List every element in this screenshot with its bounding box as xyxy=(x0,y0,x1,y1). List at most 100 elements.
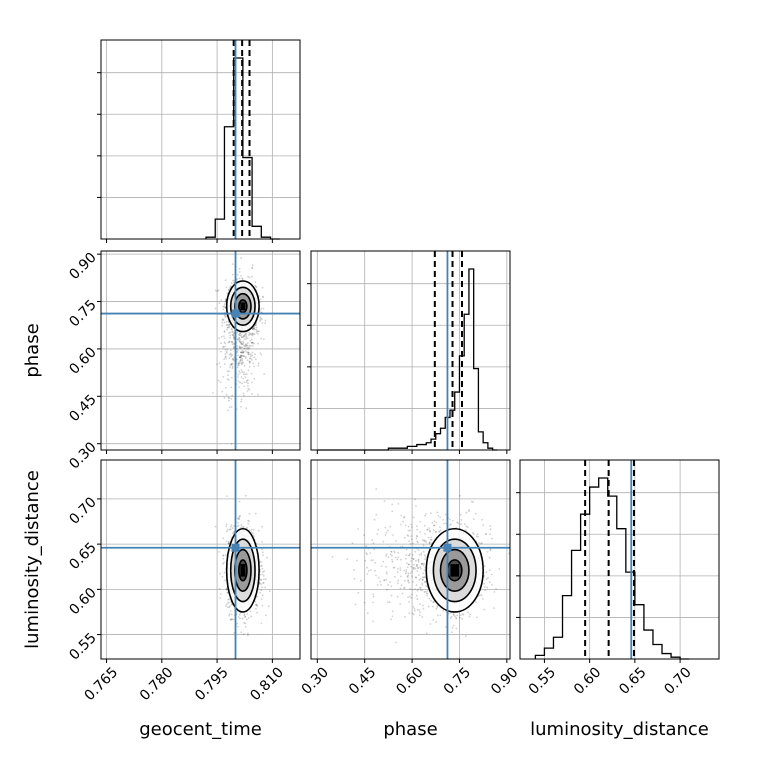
sample-point xyxy=(374,569,376,572)
sample-point xyxy=(412,580,414,583)
sample-point xyxy=(413,609,416,612)
y-tick-label: 0.75 xyxy=(66,297,99,330)
sample-point xyxy=(483,608,486,611)
sample-point xyxy=(237,361,240,364)
sample-point xyxy=(411,526,413,529)
sample-point xyxy=(225,386,227,389)
sample-point xyxy=(409,543,412,545)
sample-point xyxy=(242,342,245,344)
sample-point xyxy=(251,341,254,344)
y-axis-label: luminosity_distance xyxy=(22,470,43,649)
truth-marker xyxy=(231,543,240,552)
sample-point xyxy=(221,390,224,393)
sample-point xyxy=(245,335,248,338)
sample-point xyxy=(260,307,263,310)
sample-point xyxy=(489,533,491,536)
sample-point xyxy=(238,336,241,339)
sample-point xyxy=(238,345,241,348)
sample-point xyxy=(255,331,258,334)
sample-point xyxy=(254,358,257,361)
sample-point xyxy=(233,336,235,339)
sample-point xyxy=(242,392,245,395)
sample-point xyxy=(439,526,441,529)
sample-point xyxy=(229,364,232,366)
x-tick-label: 0.60 xyxy=(393,664,426,697)
x-axis-label: phase xyxy=(383,719,437,740)
sample-point xyxy=(226,352,228,354)
sample-point xyxy=(366,566,368,569)
sample-point xyxy=(230,363,233,365)
sample-point xyxy=(413,563,415,566)
sample-point xyxy=(241,363,243,366)
sample-point xyxy=(223,337,226,340)
sample-point xyxy=(241,355,244,357)
panel-bg xyxy=(101,251,300,450)
sample-point xyxy=(241,278,244,280)
sample-point xyxy=(231,376,233,379)
x-tick-label: 0.30 xyxy=(299,664,332,697)
sample-point xyxy=(448,518,451,521)
contour-line xyxy=(238,559,248,582)
sample-point xyxy=(376,533,379,535)
sample-point xyxy=(478,542,480,544)
sample-point xyxy=(399,587,402,590)
sample-point xyxy=(240,342,243,345)
sample-point xyxy=(251,328,254,331)
panel-bg xyxy=(101,460,300,659)
sample-point xyxy=(479,542,482,545)
panel-frame xyxy=(519,459,720,660)
sample-point xyxy=(236,278,238,281)
sample-point xyxy=(225,495,228,498)
sample-point xyxy=(403,516,406,518)
sample-point xyxy=(256,595,259,598)
contour-line xyxy=(229,286,256,327)
sample-point xyxy=(422,576,424,579)
sample-point xyxy=(227,409,229,412)
sample-point xyxy=(416,598,419,601)
sample-point xyxy=(385,566,387,568)
sample-point xyxy=(421,562,424,565)
sample-point xyxy=(254,512,257,515)
sample-point xyxy=(354,603,357,606)
sample-point xyxy=(230,364,233,367)
sample-point xyxy=(228,528,231,531)
sample-point xyxy=(230,406,233,408)
sample-point xyxy=(414,576,417,579)
sample-point xyxy=(232,618,235,621)
y-tick-label: 0.90 xyxy=(66,250,99,283)
sample-point xyxy=(391,615,394,618)
sample-point xyxy=(416,540,418,543)
sample-point xyxy=(390,551,393,553)
sample-point xyxy=(248,360,251,363)
sample-point xyxy=(418,614,421,617)
sample-point xyxy=(261,525,263,528)
sample-point xyxy=(227,289,230,292)
sample-point xyxy=(247,519,250,522)
sample-point xyxy=(263,373,266,375)
sample-point xyxy=(240,346,243,349)
sample-point xyxy=(420,552,423,555)
sample-point xyxy=(375,513,378,516)
sample-point xyxy=(255,326,258,329)
sample-point xyxy=(402,520,404,523)
sample-point xyxy=(248,529,251,532)
sample-point xyxy=(406,562,408,565)
sample-point xyxy=(220,350,222,353)
sample-point xyxy=(244,343,247,346)
sample-point xyxy=(247,348,250,351)
sample-point xyxy=(439,516,441,518)
sample-point xyxy=(220,335,223,338)
sample-point xyxy=(410,597,413,599)
sample-point xyxy=(228,370,231,373)
sample-point xyxy=(227,542,230,545)
sample-point xyxy=(389,553,392,556)
sample-point xyxy=(238,334,240,336)
sample-point xyxy=(376,584,379,586)
sample-point xyxy=(260,578,263,581)
sample-point xyxy=(439,614,442,617)
sample-point xyxy=(243,344,245,347)
sample-point xyxy=(416,570,419,572)
sample-point xyxy=(221,318,224,320)
sample-point xyxy=(411,570,413,573)
sample-point xyxy=(251,334,254,337)
